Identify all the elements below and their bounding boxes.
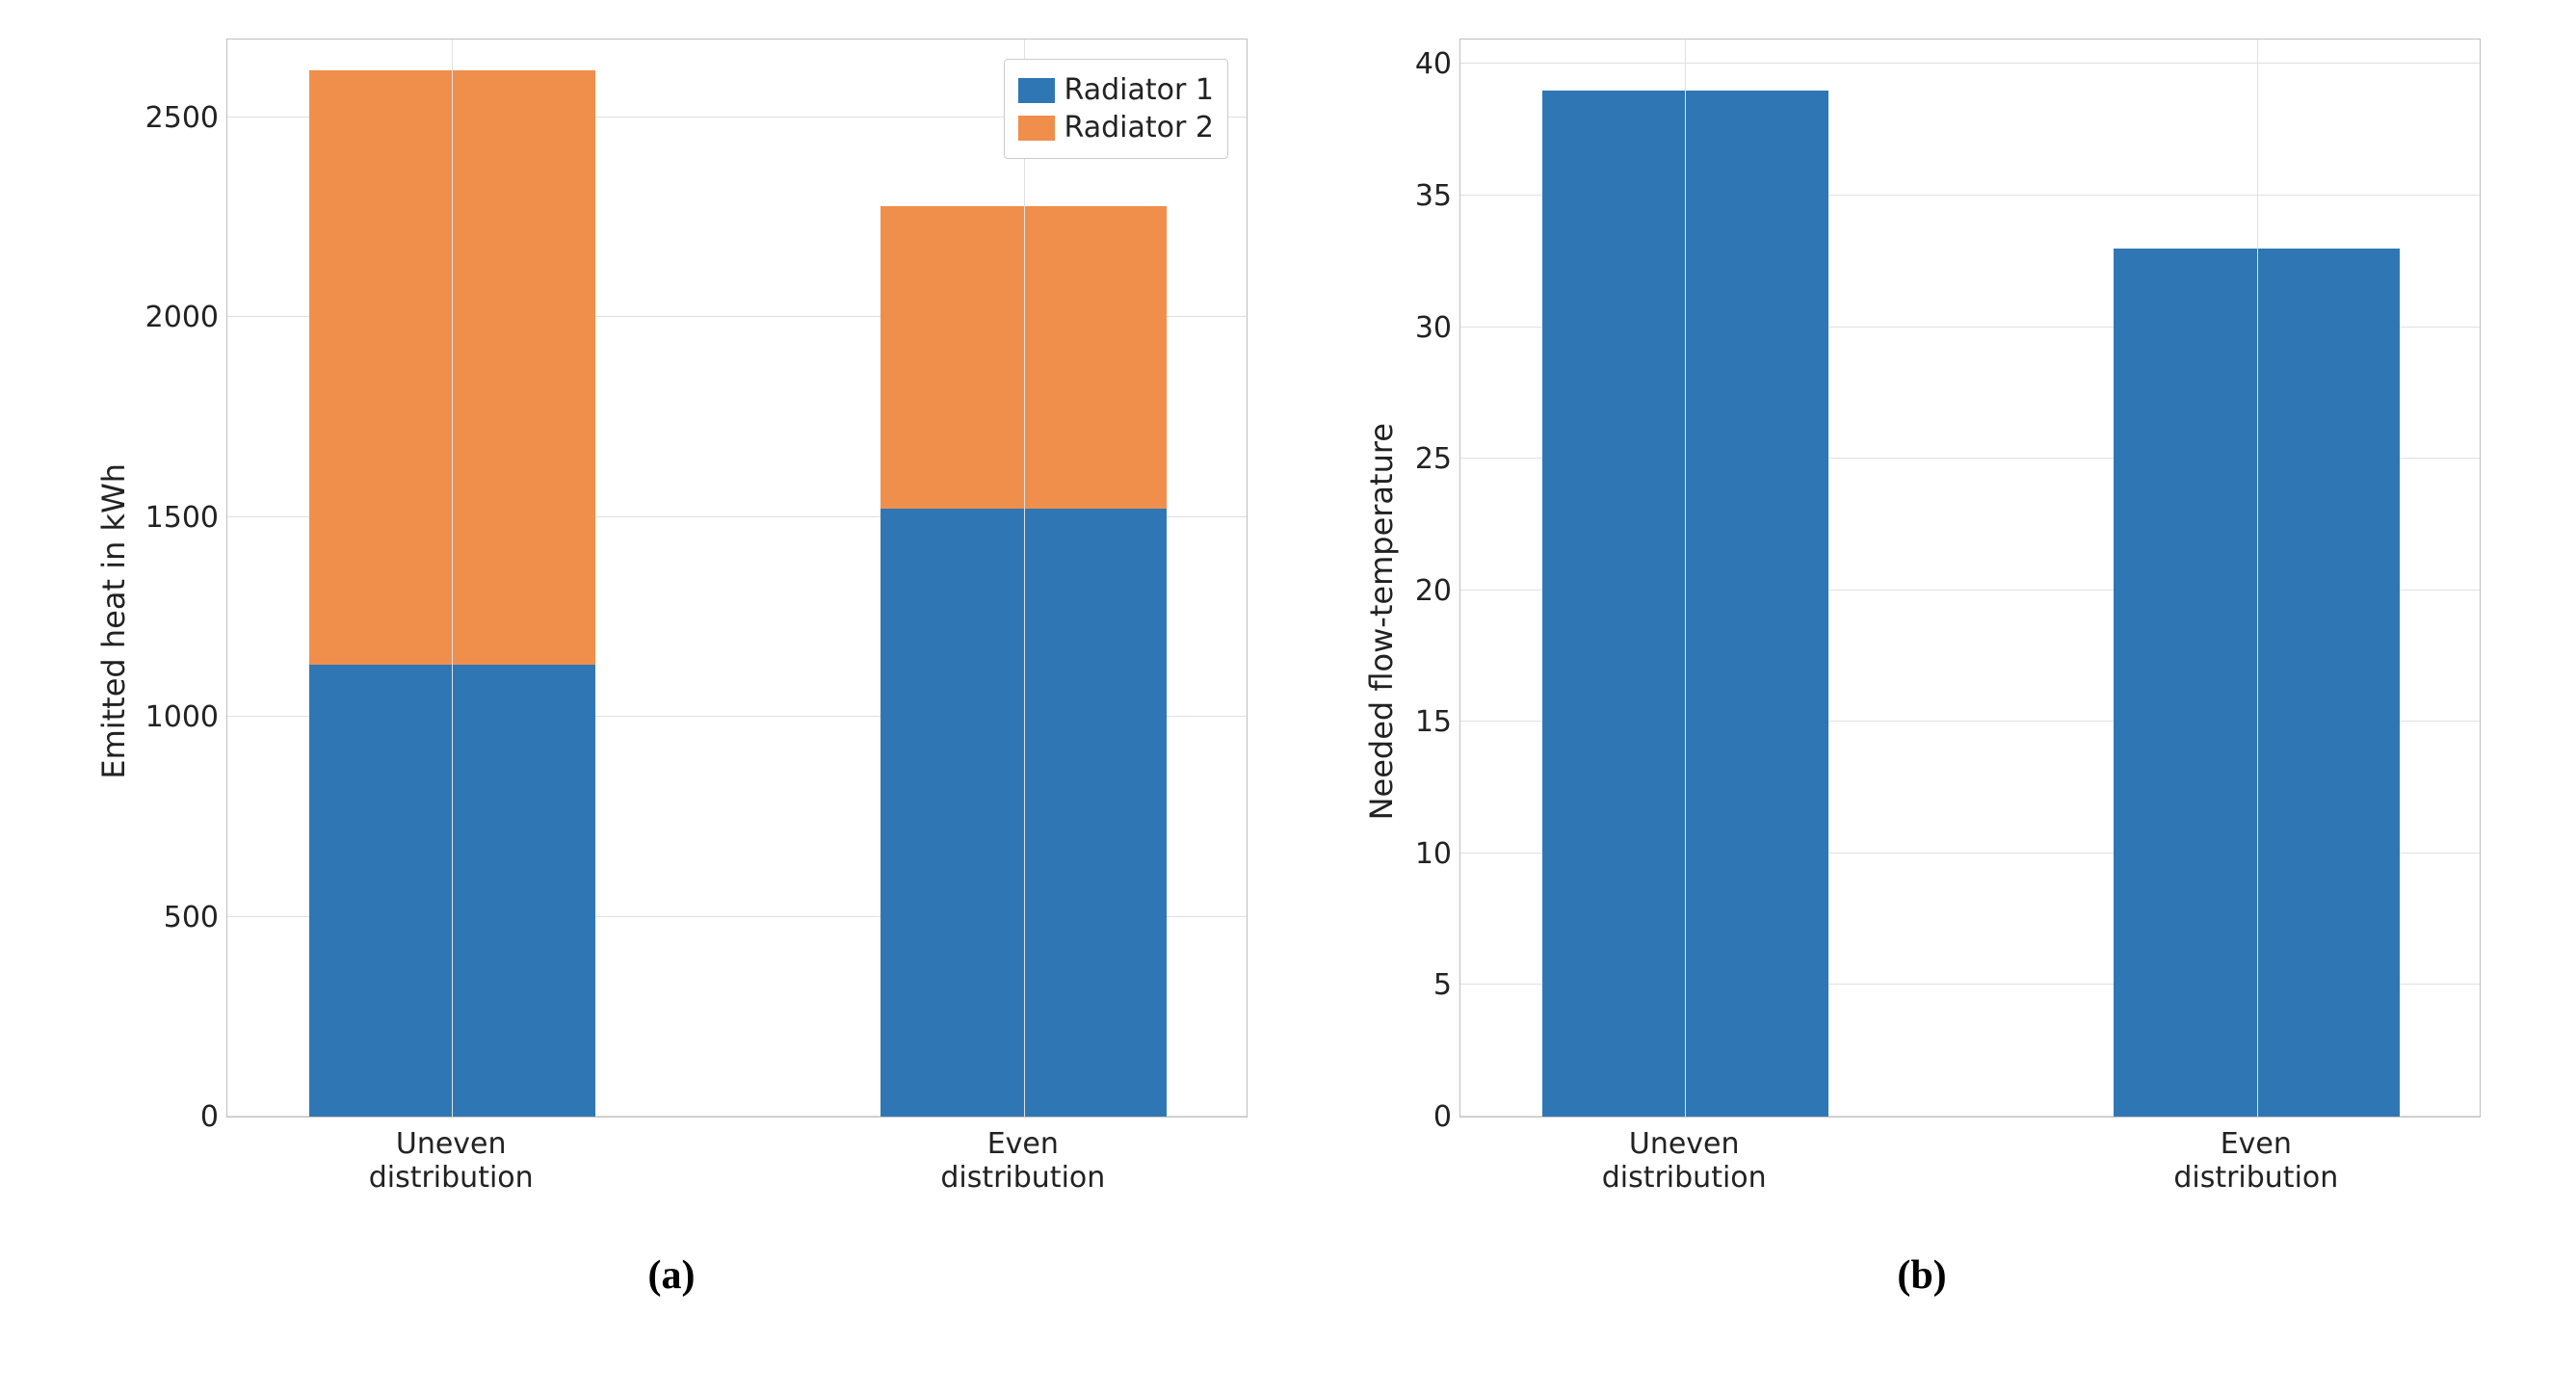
ytick-label: 1500 <box>145 504 219 533</box>
ytick-label: 15 <box>1415 708 1452 737</box>
ytick-label: 0 <box>200 1103 219 1132</box>
chart-a-xticks: Uneven distribution Even distribution <box>226 1127 1248 1204</box>
plot-b-wrapper: Needed flow-temperature 0 5 10 15 20 25 30 35 40… <box>1363 39 2481 1204</box>
ytick-label: 35 <box>1415 182 1452 211</box>
ytick-label: 20 <box>1415 577 1452 606</box>
chart-b-plot-area <box>1459 39 2481 1118</box>
ytick-label: 500 <box>164 904 219 933</box>
chart-b-ylabel: Needed flow-temperature <box>1363 423 1400 820</box>
xtick-label: Even distribution <box>2173 1127 2338 1196</box>
legend-label: Radiator 1 <box>1065 73 1214 107</box>
plot-a-wrapper: Emitted heat in kWh 0 500 1000 1500 2000 2500… <box>95 39 1248 1204</box>
panel-b-caption: (b) <box>1897 1252 1946 1299</box>
figure: Emitted heat in kWh 05001000150020002500… <box>39 39 2537 1299</box>
panel-a-caption: (a) <box>648 1252 696 1299</box>
ytick-label: 40 <box>1415 50 1452 79</box>
x-gridline <box>2257 39 2258 1117</box>
panel-a: Emitted heat in kWh 0 500 1000 1500 2000 2500… <box>95 39 1248 1299</box>
legend-row: Radiator 1 <box>1018 73 1214 107</box>
xtick-label: Uneven distribution <box>369 1127 534 1196</box>
ytick-label: 25 <box>1415 445 1452 474</box>
chart-a-legend: Radiator 1 Radiator 2 <box>1004 59 1228 159</box>
chart-a-ylabel: Emitted heat in kWh <box>95 463 132 779</box>
gridline <box>1460 63 2480 64</box>
xtick-label: Even distribution <box>940 1127 1105 1196</box>
chart-b-axis-container: 0 5 10 15 20 25 30 35 40 Uneven distribution Even… <box>1409 39 2481 1204</box>
chart-a-yticks: 05001000150020002500 <box>142 39 226 1118</box>
ytick-label: 10 <box>1415 840 1452 869</box>
legend-label: Radiator 2 <box>1065 111 1214 145</box>
chart-b-xticks: Uneven distribution Even distribution <box>1459 1127 2481 1204</box>
legend-swatch <box>1018 116 1055 141</box>
ytick-label: 2500 <box>145 104 219 133</box>
ytick-label: 5 <box>1433 971 1452 1000</box>
legend-swatch <box>1018 78 1055 103</box>
ytick-label: 0 <box>1433 1103 1452 1132</box>
legend-row: Radiator 2 <box>1018 111 1214 145</box>
ytick-label: 30 <box>1415 314 1452 343</box>
x-gridline <box>1024 39 1025 1117</box>
ytick-label: 1000 <box>145 703 219 732</box>
chart-a-axis-container: 05001000150020002500 Radiator 1Radiator … <box>142 39 1248 1204</box>
panel-b: Needed flow-temperature 0 5 10 15 20 25 30 35 40… <box>1363 39 2481 1299</box>
x-gridline <box>452 39 453 1117</box>
x-gridline <box>1685 39 1686 1117</box>
chart-a-plot-area: Radiator 1 Radiator 2 <box>226 39 1248 1118</box>
ytick-label: 2000 <box>145 303 219 332</box>
chart-b-yticks: 0510152025303540 <box>1409 39 1459 1118</box>
xtick-label: Uneven distribution <box>1602 1127 1767 1196</box>
